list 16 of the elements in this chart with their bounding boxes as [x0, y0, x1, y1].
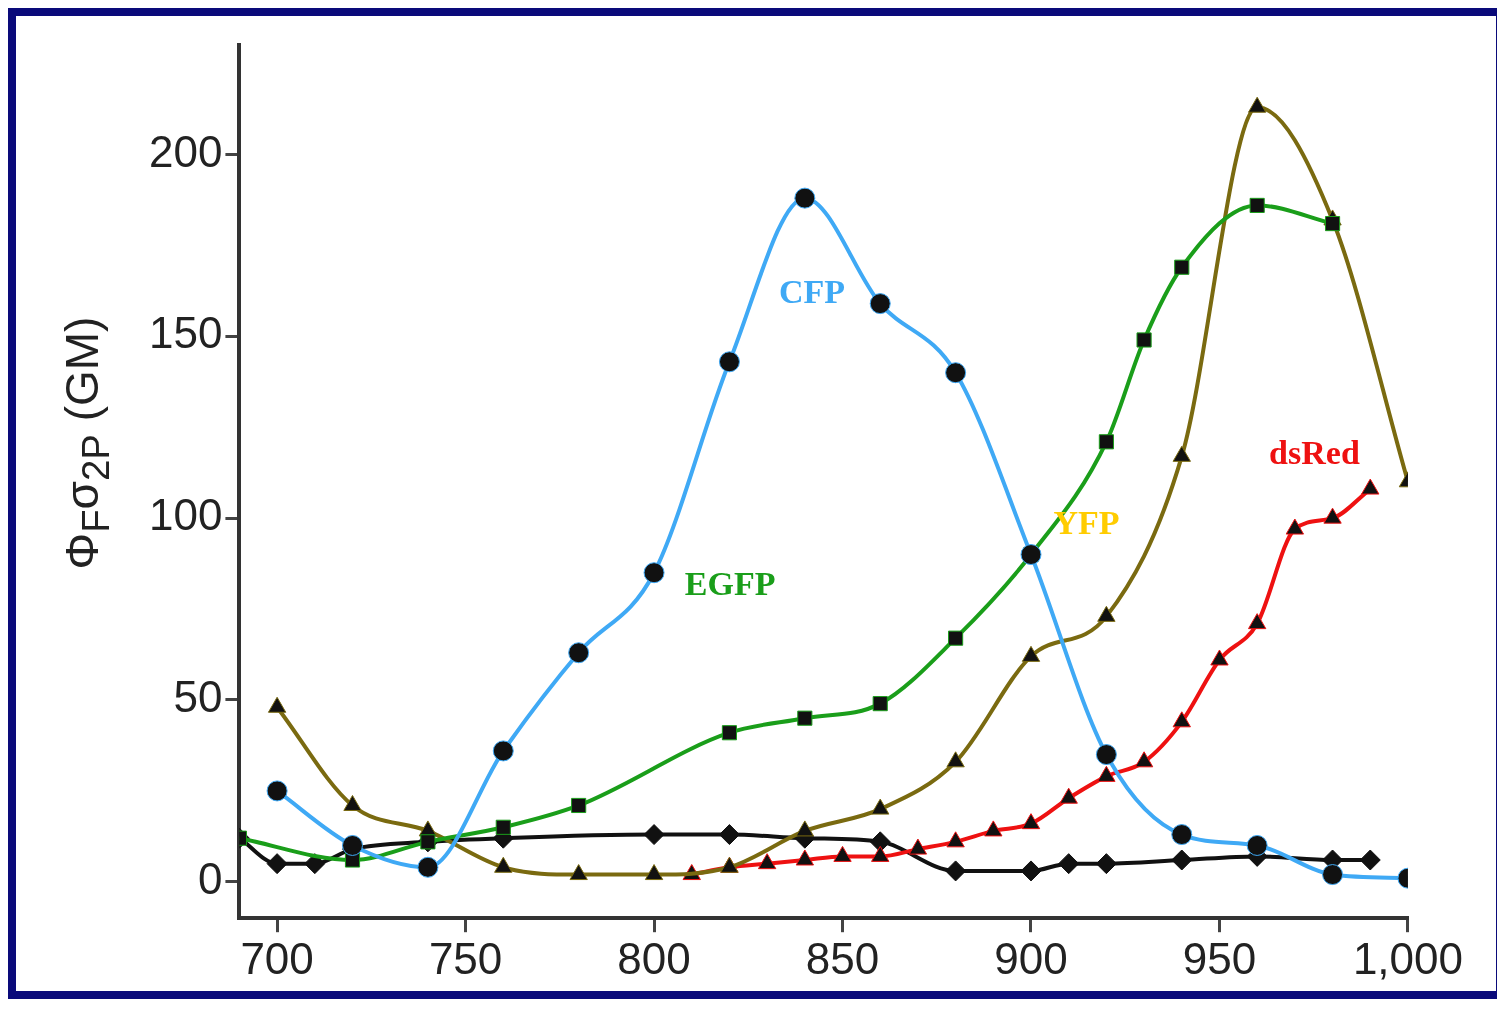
- y-tick-label: 50: [173, 672, 223, 722]
- x-tick-label: 900: [994, 933, 1068, 983]
- x-tick-label: 1,000: [1352, 933, 1463, 983]
- y-tick-label: 200: [148, 126, 223, 176]
- annotation: YFP: [1053, 504, 1120, 542]
- y-tick-label: 150: [148, 308, 223, 358]
- x-tick-label: 950: [1182, 933, 1257, 983]
- x-tick-label: 700: [240, 933, 314, 983]
- x-tick-label: 750: [428, 933, 503, 983]
- annotation: CFP: [778, 272, 846, 310]
- y-tick-label: 100: [148, 490, 223, 540]
- x-tick-label: 850: [805, 933, 880, 983]
- x-tick-label: 800: [617, 933, 691, 983]
- annotation: dsRed: [1269, 434, 1360, 472]
- annotation: EGFP: [684, 565, 776, 603]
- y-tick-label: 0: [197, 853, 223, 903]
